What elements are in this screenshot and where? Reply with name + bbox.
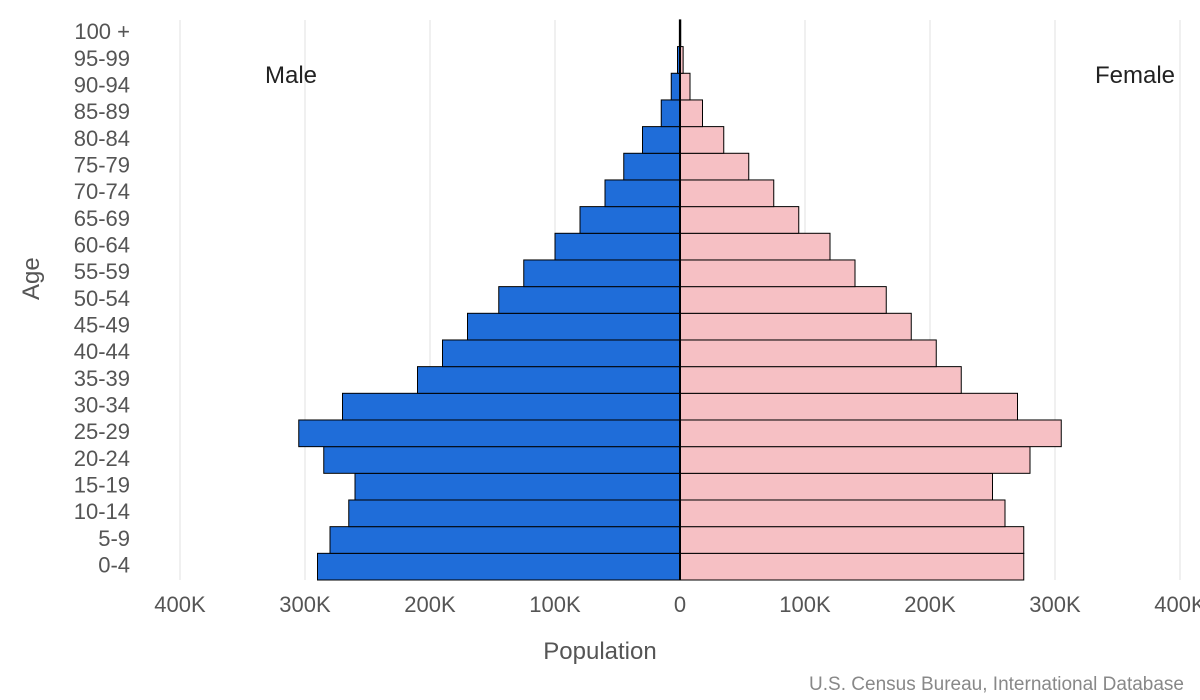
age-group-label: 80-84 bbox=[74, 126, 130, 151]
female-bar bbox=[680, 260, 855, 287]
female-bar bbox=[680, 207, 799, 234]
male-bar bbox=[343, 393, 681, 420]
female-bar bbox=[680, 447, 1030, 474]
female-bar bbox=[680, 393, 1018, 420]
x-axis-title: Population bbox=[0, 638, 1200, 666]
age-group-label: 50-54 bbox=[74, 286, 130, 311]
male-bar bbox=[555, 233, 680, 260]
age-group-label: 25-29 bbox=[74, 419, 130, 444]
pyramid-svg: 400K300K200K100K0100K200K300K400K0-45-91… bbox=[0, 0, 1200, 700]
x-tick-label: 400K bbox=[154, 592, 206, 617]
age-group-label: 60-64 bbox=[74, 232, 130, 257]
age-group-label: 45-49 bbox=[74, 313, 130, 338]
male-bar bbox=[580, 207, 680, 234]
age-group-label: 85-89 bbox=[74, 99, 130, 124]
age-group-label: 5-9 bbox=[98, 526, 130, 551]
female-bar bbox=[680, 420, 1061, 447]
female-series-label: Female bbox=[1095, 62, 1175, 90]
female-bar bbox=[680, 153, 749, 180]
female-bar bbox=[680, 313, 911, 340]
female-bar bbox=[680, 73, 690, 100]
male-bar bbox=[643, 127, 681, 154]
male-bar bbox=[443, 340, 681, 367]
male-bar bbox=[605, 180, 680, 207]
age-group-label: 90-94 bbox=[74, 72, 130, 97]
x-tick-label: 300K bbox=[1029, 592, 1081, 617]
age-group-label: 95-99 bbox=[74, 46, 130, 71]
y-axis-title: Age bbox=[18, 257, 46, 300]
female-bar bbox=[680, 527, 1024, 554]
female-bar bbox=[680, 127, 724, 154]
x-tick-label: 300K bbox=[279, 592, 331, 617]
male-bar bbox=[330, 527, 680, 554]
age-group-label: 20-24 bbox=[74, 446, 130, 471]
x-tick-label: 400K bbox=[1154, 592, 1200, 617]
source-attribution: U.S. Census Bureau, International Databa… bbox=[809, 674, 1184, 696]
x-tick-label: 200K bbox=[404, 592, 456, 617]
female-bar bbox=[680, 287, 886, 314]
male-bar bbox=[324, 447, 680, 474]
age-group-label: 40-44 bbox=[74, 339, 130, 364]
age-group-label: 70-74 bbox=[74, 179, 130, 204]
age-group-label: 30-34 bbox=[74, 393, 130, 418]
age-group-label: 75-79 bbox=[74, 152, 130, 177]
x-tick-label: 100K bbox=[529, 592, 581, 617]
male-series-label: Male bbox=[265, 62, 317, 90]
age-group-label: 35-39 bbox=[74, 366, 130, 391]
male-bar bbox=[661, 100, 680, 127]
x-tick-label: 100K bbox=[779, 592, 831, 617]
age-group-label: 100 + bbox=[74, 19, 130, 44]
age-group-label: 55-59 bbox=[74, 259, 130, 284]
x-tick-label: 200K bbox=[904, 592, 956, 617]
male-bar bbox=[671, 73, 680, 100]
female-bar bbox=[680, 180, 774, 207]
male-bar bbox=[318, 553, 681, 580]
female-bar bbox=[680, 100, 703, 127]
male-bar bbox=[418, 367, 681, 394]
male-bar bbox=[468, 313, 681, 340]
male-bar bbox=[524, 260, 680, 287]
female-bar bbox=[680, 340, 936, 367]
age-group-label: 65-69 bbox=[74, 206, 130, 231]
male-bar bbox=[355, 473, 680, 500]
x-tick-label: 0 bbox=[674, 592, 686, 617]
male-bar bbox=[299, 420, 680, 447]
age-group-label: 0-4 bbox=[98, 553, 130, 578]
age-group-label: 15-19 bbox=[74, 473, 130, 498]
female-bar bbox=[680, 500, 1005, 527]
female-bar bbox=[680, 553, 1024, 580]
population-pyramid-chart: Age Population Male Female U.S. Census B… bbox=[0, 0, 1200, 700]
age-group-label: 10-14 bbox=[74, 499, 130, 524]
male-bar bbox=[349, 500, 680, 527]
female-bar bbox=[680, 367, 961, 394]
female-bar bbox=[680, 473, 993, 500]
female-bar bbox=[680, 233, 830, 260]
male-bar bbox=[624, 153, 680, 180]
male-bar bbox=[499, 287, 680, 314]
